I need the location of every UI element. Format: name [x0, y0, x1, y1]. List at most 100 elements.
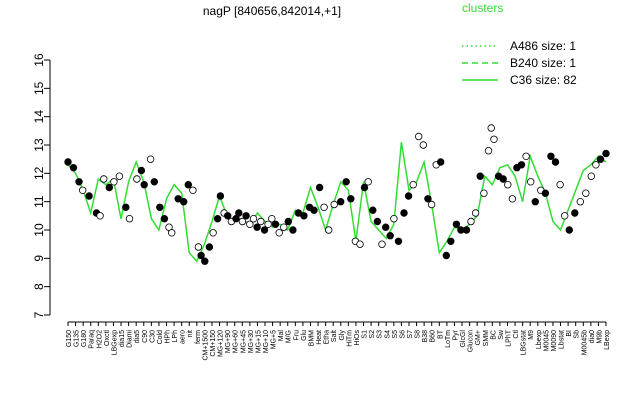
data-point	[561, 212, 569, 220]
x-tick-label: S6	[399, 330, 406, 339]
data-point	[189, 186, 197, 194]
data-point	[480, 189, 488, 197]
data-point	[556, 180, 564, 189]
data-point	[517, 161, 526, 169]
data-point	[197, 251, 205, 260]
x-tick-label: LPh	[172, 330, 179, 343]
x-tick-label: MG+60	[233, 330, 240, 353]
data-point	[547, 152, 555, 160]
data-point	[471, 209, 480, 217]
x-tick-label: HPh	[165, 330, 172, 344]
data-point	[531, 197, 539, 206]
data-point	[337, 197, 345, 206]
y-tick-label: 8	[32, 283, 46, 290]
x-tick-label: Etha	[324, 330, 331, 345]
data-point	[64, 158, 72, 166]
x-tick-label: LoTm	[445, 330, 452, 348]
data-point	[596, 155, 605, 163]
x-tick-label: GlcGl	[460, 330, 467, 348]
data-point	[249, 214, 258, 223]
x-tick-label: dia0	[589, 330, 596, 343]
data-point	[330, 200, 338, 209]
data-point	[452, 220, 461, 228]
data-point	[427, 200, 436, 209]
x-tick-label: CM+1500	[202, 330, 209, 361]
data-point	[587, 172, 595, 180]
x-tick-label: M0090	[551, 330, 558, 352]
x-tick-label: M0045b	[581, 330, 588, 355]
x-tick-label: CM+150	[210, 330, 217, 357]
data-point	[342, 178, 350, 186]
x-tick-label: Oxctl	[104, 330, 111, 346]
data-point	[490, 135, 498, 143]
x-tick-label: Paraq	[89, 330, 96, 349]
data-point	[382, 223, 390, 231]
data-point	[156, 203, 164, 211]
x-tick-label: MG+90	[225, 330, 232, 353]
data-point	[238, 217, 247, 226]
y-tick-label: 7	[32, 311, 46, 318]
x-tick-label: BI	[566, 330, 573, 337]
data-point	[325, 226, 333, 234]
data-point	[260, 226, 269, 234]
data-point	[487, 124, 495, 132]
data-point	[447, 237, 455, 245]
x-tick-label: M9b	[596, 330, 603, 344]
data-point	[284, 217, 292, 226]
x-tick-label: LBexp	[604, 330, 611, 350]
data-point	[356, 240, 364, 248]
x-tick-label: C90	[142, 330, 149, 343]
data-point	[100, 175, 108, 183]
x-tick-label: Pyr	[452, 329, 459, 340]
data-point	[442, 251, 450, 260]
data-point	[499, 175, 507, 183]
y-tick-label: 16	[32, 53, 46, 67]
x-tick-label: Glucon	[468, 330, 475, 352]
x-tick-label: dia5	[134, 330, 141, 343]
x-tick-label: BMM	[308, 330, 315, 347]
data-point	[78, 186, 87, 194]
data-point	[275, 229, 283, 237]
legend: clusters A486 size: 1 B240 size: 1 C36 s…	[462, 1, 577, 87]
data-point	[235, 209, 243, 217]
x-tick-label: Lbstat	[559, 330, 566, 349]
data-point	[373, 217, 382, 226]
x-tick-label: MG+30	[248, 330, 255, 353]
data-point	[75, 178, 83, 186]
data-point	[150, 178, 158, 186]
x-tick-label: S7	[407, 330, 414, 339]
data-point	[378, 240, 386, 248]
x-tick-label: MG+5	[271, 330, 278, 349]
x-tick-label: MG+15	[255, 330, 262, 353]
x-tick-label: M/G	[286, 330, 293, 343]
x-tick-label: LBGstat	[521, 330, 528, 355]
x-tick-label: C30	[149, 330, 156, 343]
data-point	[582, 189, 590, 197]
plot-area: 7 8 9 10 11 12 13 14 15 16 G150 G135 G180 Paraq H2O2 Ox…	[32, 53, 611, 361]
data-point	[504, 180, 512, 189]
x-tick-label: Salt	[331, 330, 338, 342]
x-tick-label: aero	[180, 330, 187, 344]
legend-label-a486: A486 size: 1	[510, 39, 576, 53]
data-point	[110, 178, 118, 186]
data-point	[300, 212, 308, 220]
x-tick-label: S3	[377, 330, 384, 339]
x-tick-label: B38	[422, 330, 429, 343]
y-tick-label: 15	[32, 81, 46, 95]
x-tick-label: Ctl	[513, 330, 520, 339]
x-tick-label: Heat	[316, 330, 323, 345]
data-point	[257, 217, 265, 226]
legend-title: clusters	[462, 1, 503, 15]
data-point	[280, 223, 288, 231]
y-tick-label: 14	[32, 110, 46, 124]
data-point	[115, 172, 124, 180]
x-tick-label: S2	[369, 330, 376, 339]
x-tick-label: H2O2	[96, 330, 103, 348]
x-tick-label: M0045	[543, 330, 550, 352]
data-point	[310, 206, 318, 214]
x-tick-label: SMM	[483, 330, 490, 347]
x-tick-label: Mal	[278, 330, 285, 342]
data-point	[315, 183, 324, 192]
x-tick-label: BC	[490, 330, 497, 340]
